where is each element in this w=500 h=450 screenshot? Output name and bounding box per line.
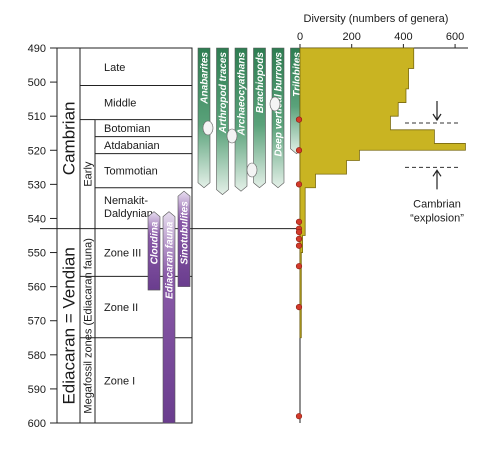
- range-bar: [271, 47, 285, 189]
- range-bar: [253, 47, 266, 189]
- x-tick-label: 0: [297, 31, 303, 43]
- range-bar: [162, 211, 176, 424]
- x-axis-title: Diversity (numbers of genera): [304, 13, 449, 25]
- stage-label: Tommotian: [104, 166, 158, 178]
- range-bar-label: Cloudina: [150, 221, 161, 264]
- stage-label-line: Nemakit-: [104, 195, 148, 207]
- y-tick-label: 600: [28, 418, 46, 430]
- stratigraphy-column: Cambrian Ediacaran = Vendian Early Megafoss…: [40, 47, 300, 424]
- period-label: Cambrian: [60, 101, 79, 175]
- fossil-sketch: [269, 96, 281, 112]
- fossil-sketch: [226, 128, 238, 144]
- range-bar-deep-vertical-burrows: Deep vertical burrows: [271, 47, 285, 189]
- occurrence-point: [295, 413, 303, 420]
- range-bar-label: Ediacaran fauna: [165, 221, 176, 299]
- occurrence-point: [295, 235, 303, 243]
- stage-label: Zone II: [104, 302, 138, 314]
- occurrence-point: [295, 147, 303, 154]
- age-axis: 490 500 510 520 530 540 550 560 570 580 590 600: [28, 43, 57, 430]
- down-arrow-icon: [432, 101, 442, 122]
- annotation-group: Cambrian “explosion”: [405, 101, 464, 224]
- range-bar-label: Archaeocyathans: [237, 52, 248, 137]
- stratigraphy-frame: [56, 47, 193, 424]
- range-bar-ediacaran-fauna: Ediacaran fauna: [162, 211, 176, 424]
- range-bar: [197, 47, 211, 189]
- range-bar-label: Sinotubulites: [180, 201, 191, 265]
- epoch-label: Megafossil zones (Ediacaran fauna): [83, 238, 95, 413]
- range-bar-label: Anabarites: [200, 52, 211, 105]
- range-bar-label: Trilobites: [292, 52, 303, 97]
- epoch-label: Early: [83, 161, 95, 187]
- range-bar-brachiopods: Brachiopods: [253, 47, 266, 189]
- stage-label: Botomian: [104, 123, 150, 135]
- fossil-sketch: [246, 162, 258, 178]
- annotation-label: Cambrian: [413, 198, 461, 210]
- y-tick-label: 540: [28, 213, 46, 225]
- taxon-range-bars: Anabarites Arthropod traces Archaeocyathan…: [147, 47, 303, 424]
- stage-label: Late: [104, 62, 125, 74]
- x-tick-label: 400: [394, 31, 412, 43]
- y-tick-label: 550: [28, 248, 46, 260]
- fossil-sketch: [202, 120, 214, 136]
- range-bar-anabarites: Anabarites: [197, 47, 211, 189]
- occurrence-point: [295, 228, 303, 236]
- range-bar-arthropod-traces: Arthropod traces: [216, 47, 229, 195]
- diversity-step-area: [299, 47, 466, 339]
- range-bar: [177, 190, 191, 287]
- diversity-plot: Diversity (numbers of genera)0 200 400 600: [295, 13, 468, 423]
- range-bar-cloudina: Cloudina: [147, 211, 161, 291]
- range-bar-label: Arthropod traces: [218, 52, 229, 135]
- range-bar: [216, 47, 229, 195]
- stage-label: Middle: [104, 98, 136, 110]
- y-tick-label: 510: [28, 111, 46, 123]
- y-tick-label: 520: [28, 145, 46, 157]
- stage-label: Nemakit-Daldynian: [104, 195, 153, 220]
- stage-label: Zone I: [104, 375, 135, 387]
- y-tick-label: 590: [28, 384, 46, 396]
- y-tick-label: 580: [28, 350, 46, 362]
- y-tick-label: 500: [28, 77, 46, 89]
- up-arrow-icon: [432, 169, 442, 190]
- occurrence-point: [295, 181, 303, 188]
- period-label: Ediacaran = Vendian: [60, 247, 79, 404]
- y-tick-label: 530: [28, 179, 46, 191]
- occurrence-point: [295, 263, 303, 270]
- range-bar-label: Brachiopods: [255, 52, 266, 114]
- range-bar-archaeocyathans: Archaeocyathans: [234, 47, 248, 192]
- annotation-label: “explosion”: [410, 212, 464, 224]
- x-tick-label: 200: [343, 31, 361, 43]
- y-tick-label: 570: [28, 316, 46, 328]
- range-bar: [234, 47, 248, 192]
- y-tick-label: 490: [28, 43, 46, 55]
- y-tick-label: 560: [28, 282, 46, 294]
- stage-label: Atdabanian: [104, 140, 160, 152]
- occurrence-point: [295, 303, 303, 311]
- occurrence-point: [295, 242, 303, 249]
- occurrence-point: [295, 218, 303, 225]
- range-bar-sinotubulites: Sinotubulites: [177, 190, 191, 287]
- stage-label-line: Daldynian: [104, 208, 153, 220]
- range-bar: [147, 211, 161, 291]
- stage-label: Zone III: [104, 248, 141, 260]
- occurrence-point: [295, 116, 303, 123]
- x-tick-label: 600: [446, 31, 464, 43]
